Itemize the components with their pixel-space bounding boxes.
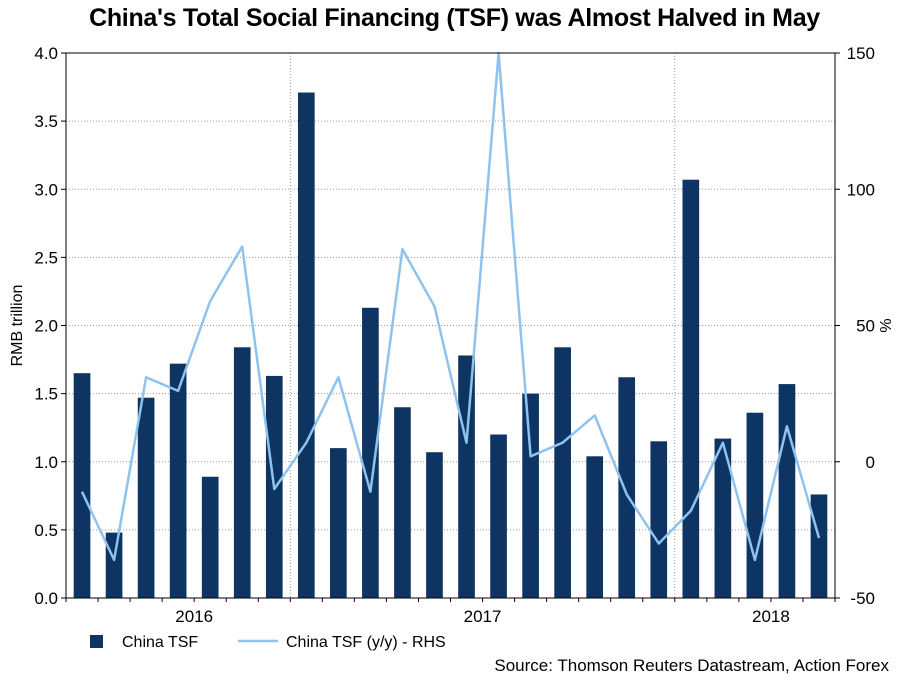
bar	[297, 92, 315, 598]
legend-label: China TSF	[122, 634, 198, 651]
bar	[426, 452, 443, 598]
bar	[682, 179, 700, 598]
axes: 0.0 0.5 1.0 1.5 2.0 2.5 3.0 3.5 4.0 -50 0 50 100 150 2…	[9, 44, 895, 626]
y-tick-label: 0.5	[34, 521, 58, 540]
y-tick-label: 2.0	[34, 317, 58, 336]
y-tick-label: 1.0	[34, 453, 58, 472]
chart-title: China's Total Social Financing (TSF) was…	[89, 4, 820, 32]
bar	[105, 532, 123, 598]
line-series-path	[80, 51, 821, 562]
bar	[554, 347, 571, 598]
bar	[169, 363, 187, 598]
bar	[778, 384, 796, 598]
legend: China TSF China TSF (y/y) - RHS	[90, 634, 446, 651]
y2-axis-label: %	[878, 318, 895, 332]
y2-tick-label: 50	[856, 317, 875, 336]
bar	[746, 412, 764, 598]
bar	[522, 393, 539, 598]
y-tick-label: 0.0	[34, 589, 58, 608]
bar	[618, 377, 636, 598]
x-tick-label: 2016	[175, 607, 213, 626]
y-tick-label: 3.0	[34, 180, 58, 199]
bar	[810, 494, 828, 598]
bar	[458, 355, 475, 598]
bar	[394, 407, 411, 598]
grid-lines	[66, 53, 835, 598]
y2-tick-label: 150	[847, 44, 875, 63]
y2-tick-label: -50	[850, 589, 875, 608]
x-tick-label: 2018	[752, 607, 790, 626]
bar	[490, 434, 507, 598]
source-note: Source: Thomson Reuters Datastream, Acti…	[494, 656, 889, 675]
bar	[201, 476, 219, 598]
bar	[73, 373, 91, 598]
y2-tick-label: 0	[866, 453, 875, 472]
bar	[714, 438, 732, 598]
x-tick-label: 2017	[464, 607, 502, 626]
bar	[586, 456, 604, 598]
bar-series	[73, 92, 828, 598]
bar	[362, 307, 379, 598]
bar	[650, 441, 668, 598]
y-tick-label: 1.5	[34, 385, 58, 404]
y-tick-label: 4.0	[34, 44, 58, 63]
y2-tick-label: 100	[847, 180, 875, 199]
legend-label: China TSF (y/y) - RHS	[286, 634, 446, 651]
legend-bar-swatch	[90, 635, 103, 648]
y-tick-label: 2.5	[34, 248, 58, 267]
y-tick-label: 3.5	[34, 112, 58, 131]
y-axis-label: RMB trillion	[9, 285, 26, 367]
bar	[330, 448, 347, 598]
bar	[137, 397, 155, 598]
line-series	[80, 51, 821, 562]
bar	[233, 347, 251, 598]
